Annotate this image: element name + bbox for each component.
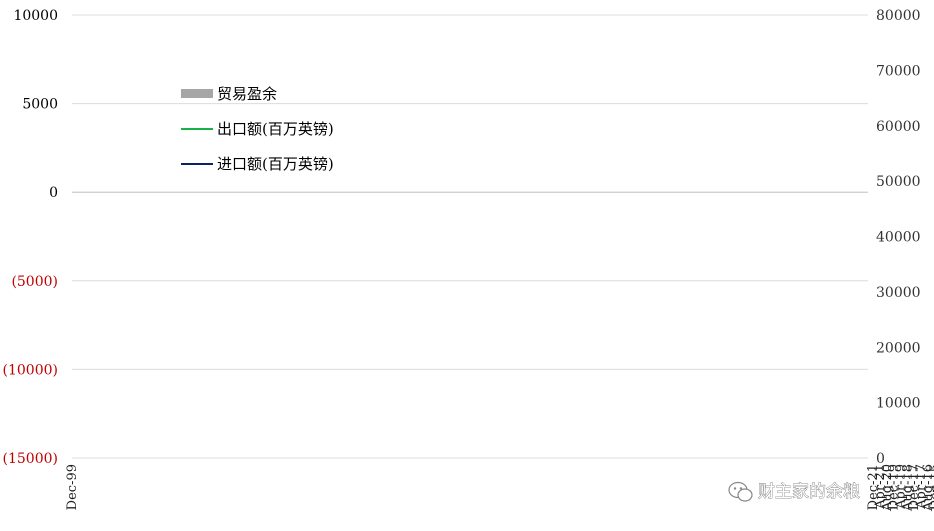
left-tick-label: 10000	[13, 8, 58, 24]
watermark-text: 财主家的余粮	[758, 482, 860, 502]
x-tick-label: Aug-16	[921, 464, 934, 512]
x-axis: Dec-99Aug-00Apr-01Dec-01Aug-02Apr-03Dec-…	[65, 464, 934, 512]
left-tick-label: 5000	[22, 97, 58, 113]
left-tick-label: (10000)	[3, 362, 58, 378]
x-tick-label: Dec-17	[907, 464, 922, 510]
left-tick-label: 0	[49, 185, 58, 201]
right-tick-label: 20000	[876, 340, 921, 356]
x-tick-label: Apr-17	[914, 464, 929, 510]
x-tick-label: Dec-15	[928, 464, 934, 510]
legend: 贸易盈余 出口额(百万英镑) 进口额(百万英镑)	[181, 85, 334, 173]
legend-label-trade: 贸易盈余	[217, 85, 277, 103]
right-tick-label: 70000	[876, 63, 921, 79]
legend-swatch-trade	[181, 89, 213, 98]
right-tick-label: 0	[876, 451, 885, 467]
left-tick-label: (5000)	[11, 274, 58, 290]
x-tick-label: Dec-21	[866, 464, 881, 510]
legend-label-export: 出口额(百万英镑)	[217, 120, 334, 138]
x-tick-label: Dec-19	[887, 464, 902, 510]
wechat-icon	[728, 481, 753, 502]
right-tick-label: 60000	[876, 119, 921, 135]
x-tick-label: Aug-20	[880, 464, 895, 512]
right-tick-label: 50000	[876, 174, 921, 190]
right-tick-label: 10000	[876, 396, 921, 412]
left-axis: 10000 5000 0 (5000) (10000) (15000)	[3, 8, 58, 467]
gridlines	[72, 14, 868, 459]
watermark: 财主家的余粮	[728, 481, 860, 502]
right-tick-label: 40000	[876, 230, 921, 246]
right-tick-label: 80000	[876, 8, 921, 24]
right-tick-label: 30000	[876, 285, 921, 301]
x-tick-label: Apr-21	[873, 464, 888, 510]
right-axis: 80000 70000 60000 50000 40000 30000 20000 10000…	[876, 8, 921, 467]
legend-label-import: 进口额(百万英镑)	[217, 155, 334, 173]
left-tick-label: (15000)	[3, 451, 58, 467]
x-tick-label: Dec-99	[65, 464, 80, 510]
x-tick-label: Apr-19	[894, 464, 909, 510]
x-tick-label: Aug-18	[900, 464, 915, 512]
